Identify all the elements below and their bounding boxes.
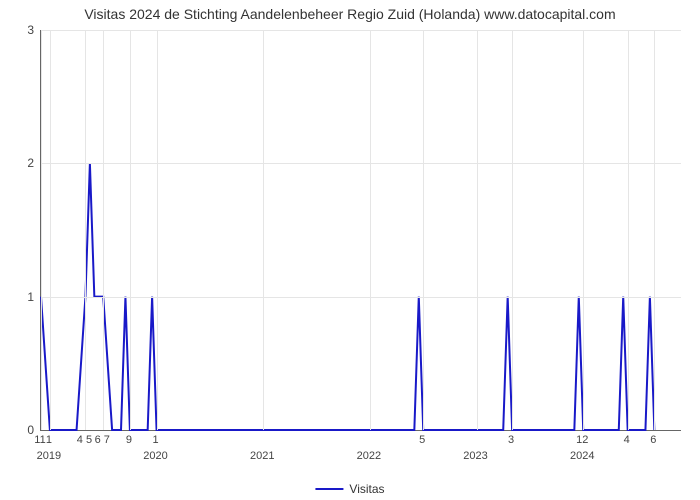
y-tick-label: 3 bbox=[18, 23, 34, 37]
grid-line-v-minor bbox=[654, 30, 655, 430]
x-tick-label: 4 5 bbox=[77, 434, 92, 446]
y-tick-label: 1 bbox=[18, 290, 34, 304]
x-tick-label: 4 bbox=[624, 434, 630, 446]
x-tick-label: 5 bbox=[419, 434, 425, 446]
grid-line-v bbox=[263, 30, 264, 430]
grid-line-v bbox=[370, 30, 371, 430]
grid-line-v-minor bbox=[41, 30, 42, 430]
x-tick-label: 6 7 bbox=[95, 434, 110, 446]
grid-line-h bbox=[41, 297, 681, 298]
x-year-label: 2020 bbox=[143, 450, 167, 462]
x-year-label: 2021 bbox=[250, 450, 274, 462]
x-tick-label: 6 bbox=[650, 434, 656, 446]
legend-label: Visitas bbox=[349, 482, 384, 496]
x-year-label: 2022 bbox=[357, 450, 381, 462]
grid-line-v bbox=[477, 30, 478, 430]
grid-line-v-minor bbox=[423, 30, 424, 430]
x-tick-label: 11 bbox=[34, 434, 45, 446]
grid-line-v-minor bbox=[103, 30, 104, 430]
x-year-label: 2019 bbox=[37, 450, 61, 462]
grid-line-v-minor bbox=[512, 30, 513, 430]
x-year-label: 2024 bbox=[570, 450, 594, 462]
x-tick-label: 9 bbox=[126, 434, 132, 446]
plot-area bbox=[40, 30, 681, 431]
chart-title: Visitas 2024 de Stichting Aandelenbeheer… bbox=[0, 0, 700, 22]
grid-line-v-minor bbox=[50, 30, 51, 430]
line-series bbox=[41, 30, 681, 430]
legend: Visitas bbox=[315, 482, 384, 496]
grid-line-v-minor bbox=[583, 30, 584, 430]
grid-line-v-minor bbox=[85, 30, 86, 430]
x-tick-label: 1 bbox=[46, 434, 52, 446]
x-tick-label: 1 bbox=[152, 434, 158, 446]
visits-line-chart: Visitas 2024 de Stichting Aandelenbeheer… bbox=[0, 0, 700, 500]
grid-line-v-minor bbox=[628, 30, 629, 430]
grid-line-v-minor bbox=[157, 30, 158, 430]
x-tick-label: 12 bbox=[576, 434, 588, 446]
x-year-label: 2023 bbox=[463, 450, 487, 462]
grid-line-v-minor bbox=[130, 30, 131, 430]
y-tick-label: 0 bbox=[18, 423, 34, 437]
grid-line-h bbox=[41, 163, 681, 164]
x-tick-label: 3 bbox=[508, 434, 514, 446]
legend-swatch bbox=[315, 488, 343, 490]
y-tick-label: 2 bbox=[18, 156, 34, 170]
grid-line-h bbox=[41, 30, 681, 31]
